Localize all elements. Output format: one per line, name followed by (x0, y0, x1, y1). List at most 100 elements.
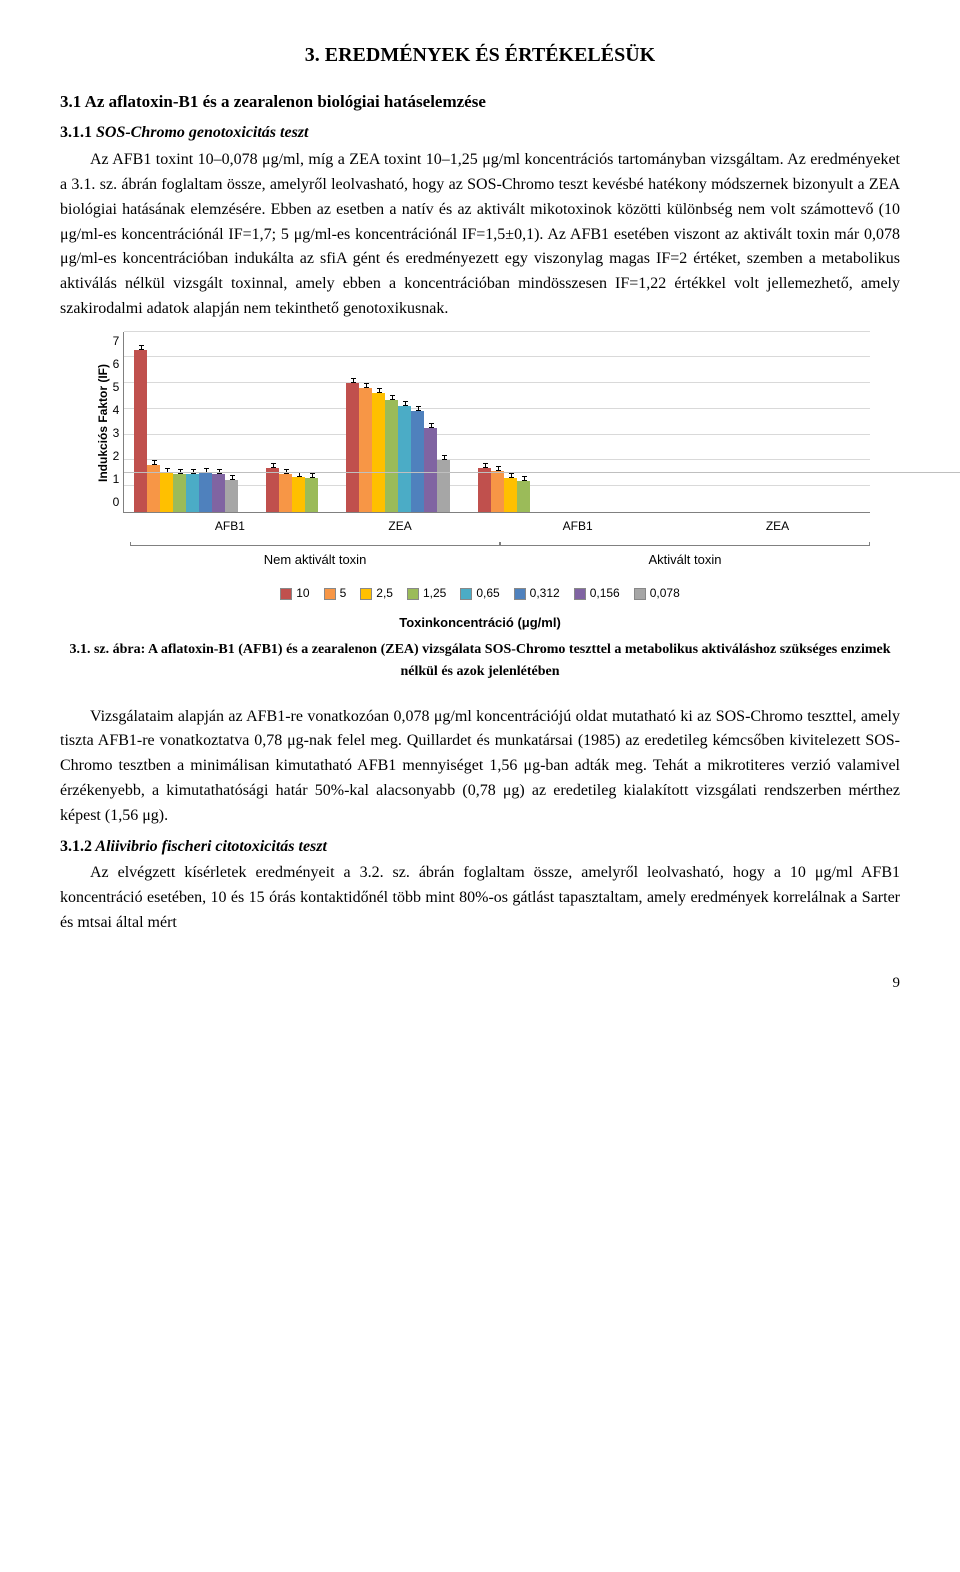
heading-3-1-2: 3.1.2 Aliivibrio fischeri citotoxicitás … (60, 835, 900, 860)
heading-3-1-2-text: Aliivibrio fischeri citotoxicitás teszt (95, 838, 327, 855)
error-bar (485, 463, 486, 468)
error-bar (273, 463, 274, 468)
bar (437, 460, 450, 511)
legend-swatch (324, 588, 336, 600)
bar-cluster (266, 468, 318, 512)
grid-line (124, 331, 870, 332)
section-title: 3. EREDMÉNYEK ÉS ÉRTÉKELÉSÜK (60, 40, 900, 71)
paragraph-1: Az AFB1 toxint 10–0,078 μg/ml, míg a ZEA… (60, 148, 900, 322)
y-tick: 3 (113, 424, 120, 443)
legend-label: 0,156 (590, 584, 620, 603)
legend-label: 2,5 (376, 584, 393, 603)
y-tick: 4 (113, 401, 120, 420)
bar (160, 473, 173, 512)
legend-item: 1,25 (407, 584, 446, 603)
legend-label: 0,078 (650, 584, 680, 603)
bar (517, 481, 530, 512)
x-sub-label: AFB1 (130, 517, 330, 536)
legend-swatch (634, 588, 646, 600)
x-group-label: Aktivált toxin (500, 545, 870, 570)
bar (292, 477, 305, 512)
bar (225, 480, 238, 511)
legend-label: 5 (340, 584, 347, 603)
bar (424, 428, 437, 512)
error-bar (312, 473, 313, 478)
error-bar (353, 378, 354, 383)
threshold-line: IF>1,5 genotoxikus (124, 472, 960, 473)
bar (212, 474, 225, 511)
bar (372, 393, 385, 511)
error-bar (418, 406, 419, 411)
error-bar (524, 476, 525, 481)
error-bar (392, 395, 393, 400)
bar (491, 471, 504, 512)
bar (359, 388, 372, 511)
y-axis-label: Indukciós Faktor (IF) (90, 332, 113, 513)
bar (134, 350, 147, 512)
error-bar (511, 473, 512, 478)
legend-item: 0,156 (574, 584, 620, 603)
y-tick: 7 (113, 332, 120, 351)
legend-label: 0,65 (476, 584, 499, 603)
error-bar (379, 388, 380, 393)
bar (504, 478, 517, 511)
error-bar (232, 475, 233, 480)
x-sub-label: ZEA (685, 517, 870, 536)
bar (346, 383, 359, 512)
heading-3-1: 3.1 Az aflatoxin-B1 és a zearalenon biol… (60, 89, 900, 115)
error-bar (405, 401, 406, 406)
figure-caption: 3.1. sz. ábra: A aflatoxin-B1 (AFB1) és … (60, 639, 900, 682)
y-tick: 0 (113, 493, 120, 512)
page-number: 9 (60, 972, 900, 995)
bar-cluster (478, 468, 530, 512)
bar (173, 474, 186, 511)
bar (385, 400, 398, 512)
error-bar (431, 423, 432, 428)
y-tick: 5 (113, 378, 120, 397)
legend-item: 0,312 (514, 584, 560, 603)
error-bar (444, 455, 445, 460)
legend-swatch (407, 588, 419, 600)
x-sub-label: AFB1 (470, 517, 685, 536)
legend-swatch (280, 588, 292, 600)
legend-swatch (360, 588, 372, 600)
y-ticks: 7 6 5 4 3 2 1 0 (113, 332, 124, 512)
bar (398, 406, 411, 511)
legend-item: 2,5 (360, 584, 393, 603)
heading-3-1-1: 3.1.1 SOS-Chromo genotoxicitás teszt (60, 121, 900, 146)
legend-swatch (574, 588, 586, 600)
bar (305, 478, 318, 511)
x-group-labels: Nem aktivált toxinAktivált toxin (130, 545, 870, 570)
legend: 10 5 2,5 1,25 0,65 0,312 0,156 0,078 (90, 584, 870, 603)
legend-label: 10 (296, 584, 309, 603)
y-tick: 2 (113, 447, 120, 466)
x-sub-labels: AFB1ZEAAFB1ZEA (130, 517, 870, 536)
error-bar (154, 460, 155, 465)
y-tick: 6 (113, 355, 120, 374)
heading-3-1-2-num: 3.1.2 (60, 838, 92, 855)
legend-label: 0,312 (530, 584, 560, 603)
x-axis-title: Toxinkoncentráció (μg/ml) (90, 613, 870, 633)
paragraph-2: Vizsgálataim alapján az AFB1-re vonatkoz… (60, 705, 900, 829)
x-group-label: Nem aktivált toxin (130, 545, 500, 570)
bar (279, 474, 292, 511)
error-bar (141, 345, 142, 350)
bar-cluster (134, 350, 238, 512)
bar (266, 468, 279, 512)
heading-3-1-text: Az aflatoxin-B1 és a zearalenon biológia… (85, 92, 486, 111)
legend-swatch (514, 588, 526, 600)
bar (478, 468, 491, 512)
bar (411, 411, 424, 511)
heading-3-1-num: 3.1 (60, 92, 81, 111)
error-bar (498, 466, 499, 471)
y-tick: 1 (113, 470, 120, 489)
error-bar (366, 383, 367, 388)
figure-3-1: Indukciós Faktor (IF) 76543210 IF>1,5 ge… (90, 332, 870, 633)
bar (199, 473, 212, 512)
legend-item: 10 (280, 584, 309, 603)
heading-3-1-1-text: SOS-Chromo genotoxicitás teszt (96, 124, 308, 141)
heading-3-1-1-num: 3.1.1 (60, 124, 92, 141)
bar-cluster (346, 383, 450, 512)
legend-item: 5 (324, 584, 347, 603)
legend-swatch (460, 588, 472, 600)
